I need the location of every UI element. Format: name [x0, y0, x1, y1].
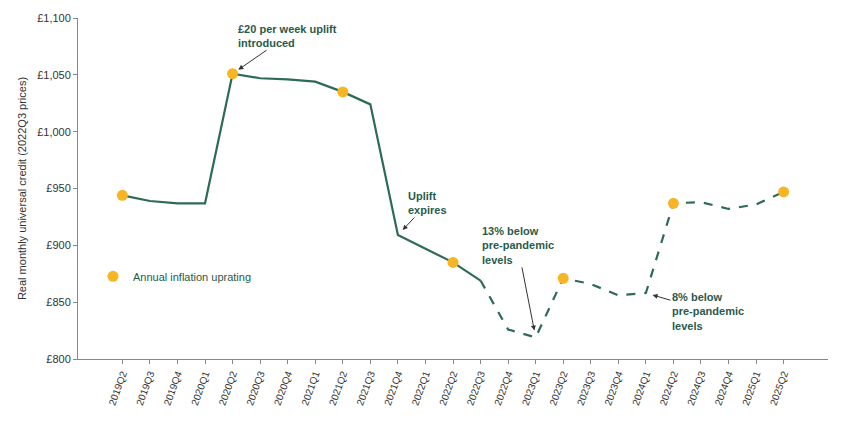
svg-text:2021Q2: 2021Q2	[327, 369, 350, 407]
svg-text:8% belowpre-pandemiclevels: 8% belowpre-pandemiclevels	[672, 291, 744, 332]
svg-text:2023Q1: 2023Q1	[520, 369, 543, 407]
svg-text:£1,000: £1,000	[37, 126, 71, 138]
svg-text:£1,100: £1,100	[37, 12, 71, 24]
svg-text:13% belowpre-pandemiclevels: 13% belowpre-pandemiclevels	[482, 225, 554, 266]
svg-text:2020Q4: 2020Q4	[272, 369, 295, 407]
svg-text:2021Q3: 2021Q3	[354, 369, 377, 407]
svg-text:2023Q4: 2023Q4	[602, 369, 625, 407]
svg-text:2024Q4: 2024Q4	[713, 369, 736, 407]
svg-text:2020Q2: 2020Q2	[217, 369, 240, 407]
svg-text:£950: £950	[46, 182, 70, 194]
svg-text:£20 per week upliftintroduced: £20 per week upliftintroduced	[238, 23, 337, 49]
svg-text:£800: £800	[46, 353, 70, 365]
svg-text:2022Q3: 2022Q3	[465, 369, 488, 407]
svg-text:Annual inflation uprating: Annual inflation uprating	[133, 271, 251, 283]
svg-text:2022Q2: 2022Q2	[437, 369, 460, 407]
svg-text:2021Q4: 2021Q4	[382, 369, 405, 407]
svg-text:2023Q2: 2023Q2	[547, 369, 570, 407]
svg-text:2025Q1: 2025Q1	[740, 369, 763, 407]
svg-text:£900: £900	[46, 239, 70, 251]
svg-text:2022Q1: 2022Q1	[410, 369, 433, 407]
svg-text:2023Q3: 2023Q3	[575, 369, 598, 407]
svg-text:2024Q2: 2024Q2	[657, 369, 680, 407]
svg-text:Real monthly universal credit: Real monthly universal credit (2022Q3 pr…	[16, 77, 28, 300]
svg-text:2024Q3: 2024Q3	[685, 369, 708, 407]
svg-text:2020Q3: 2020Q3	[244, 369, 267, 407]
svg-text:£1,050: £1,050	[37, 69, 71, 81]
svg-text:2020Q1: 2020Q1	[189, 369, 212, 407]
svg-text:2025Q2: 2025Q2	[768, 369, 791, 407]
svg-text:2021Q1: 2021Q1	[299, 369, 322, 407]
svg-text:2019Q2: 2019Q2	[106, 369, 129, 407]
svg-text:Upliftexpires: Upliftexpires	[408, 190, 447, 216]
svg-text:2019Q4: 2019Q4	[162, 369, 185, 407]
svg-text:2022Q4: 2022Q4	[492, 369, 515, 407]
svg-text:2019Q3: 2019Q3	[134, 369, 157, 407]
svg-text:£850: £850	[46, 296, 70, 308]
svg-text:2024Q1: 2024Q1	[630, 369, 653, 407]
